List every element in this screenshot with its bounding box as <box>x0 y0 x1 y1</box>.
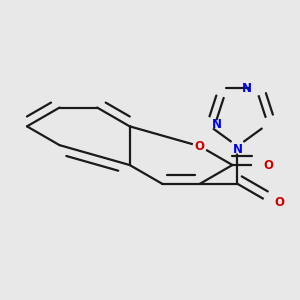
Circle shape <box>253 158 266 172</box>
Circle shape <box>263 196 277 209</box>
Text: O: O <box>274 196 284 209</box>
Circle shape <box>193 140 206 153</box>
Text: N: N <box>242 82 252 95</box>
Text: O: O <box>195 140 205 153</box>
Circle shape <box>200 118 214 131</box>
Text: O: O <box>264 158 274 172</box>
Text: N: N <box>232 143 242 156</box>
Circle shape <box>231 140 244 153</box>
Circle shape <box>250 82 263 95</box>
Text: N: N <box>212 118 221 130</box>
